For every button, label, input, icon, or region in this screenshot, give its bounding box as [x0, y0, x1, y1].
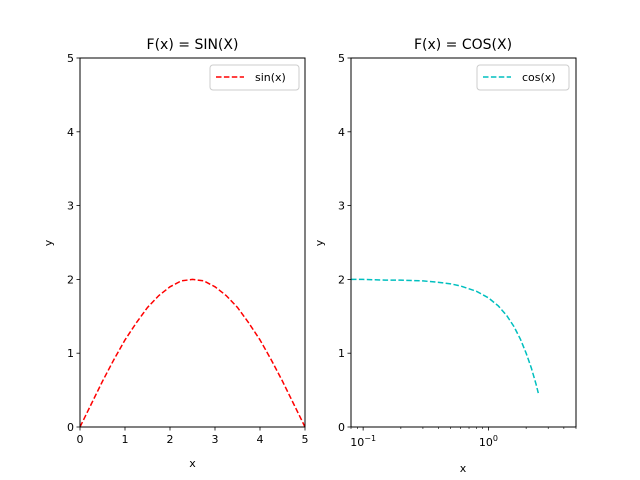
cos-legend-box [476, 64, 570, 91]
sin-series-line [80, 278, 305, 427]
sin-y-tick-label: 1 [67, 347, 74, 360]
cos-y-tick-label: 3 [338, 200, 345, 213]
sin-chart-title: F(x) = SIN(X) [147, 37, 239, 53]
cos-y-tick-label: 4 [338, 126, 345, 139]
sin-subplot: F(x) = SIN(X) x y 0 1 2 3 4 5 0 1 2 3 4 5 sin(x) [42, 37, 309, 470]
cos-y-tick-label: 0 [338, 421, 345, 434]
sin-plot-area [80, 278, 305, 427]
cos-legend: cos(x) [476, 64, 570, 91]
sin-x-tick-label: 4 [257, 433, 264, 446]
cos-y-tick-label: 2 [338, 273, 345, 286]
sin-y-tick-label: 2 [67, 273, 74, 286]
cos-y-tick-label: 5 [338, 52, 345, 65]
sin-y-tick-label: 5 [67, 52, 74, 65]
sin-y-tick-label: 3 [67, 200, 74, 213]
cos-y-axis-label: y [313, 239, 326, 246]
sin-x-tick-label: 0 [77, 433, 84, 446]
sin-y-tick-label: 4 [67, 126, 74, 139]
sin-x-axis-label: x [189, 457, 196, 470]
sin-legend-box [209, 64, 300, 91]
cos-legend-label: cos(x) [522, 71, 556, 84]
sin-legend: sin(x) [209, 64, 300, 91]
cos-tick-layer: 0 1 2 3 4 5 10−1 100 [338, 52, 577, 449]
sin-x-tick-label: 5 [302, 433, 309, 446]
cos-y-tick-label: 1 [338, 347, 345, 360]
sin-y-axis-label: y [42, 239, 55, 246]
sin-x-tick-label: 2 [167, 433, 174, 446]
sin-legend-label: sin(x) [255, 71, 286, 84]
cos-subplot: F(x) = COS(X) x y 0 1 2 3 4 5 10−1 100 cos(x) [313, 37, 577, 475]
cos-axes-frame [350, 57, 577, 428]
sin-tick-layer: 0 1 2 3 4 5 0 1 2 3 4 5 [67, 52, 309, 446]
cos-x-tick-label: 10−1 [350, 434, 376, 449]
cos-x-axis-label: x [460, 462, 467, 475]
sin-x-tick-label: 1 [122, 433, 129, 446]
cos-chart-title: F(x) = COS(X) [414, 37, 512, 53]
cos-x-tick-label: 100 [479, 434, 498, 449]
sin-y-tick-label: 0 [67, 421, 74, 434]
sin-x-tick-label: 3 [212, 433, 219, 446]
sin-axes-frame [79, 57, 306, 428]
